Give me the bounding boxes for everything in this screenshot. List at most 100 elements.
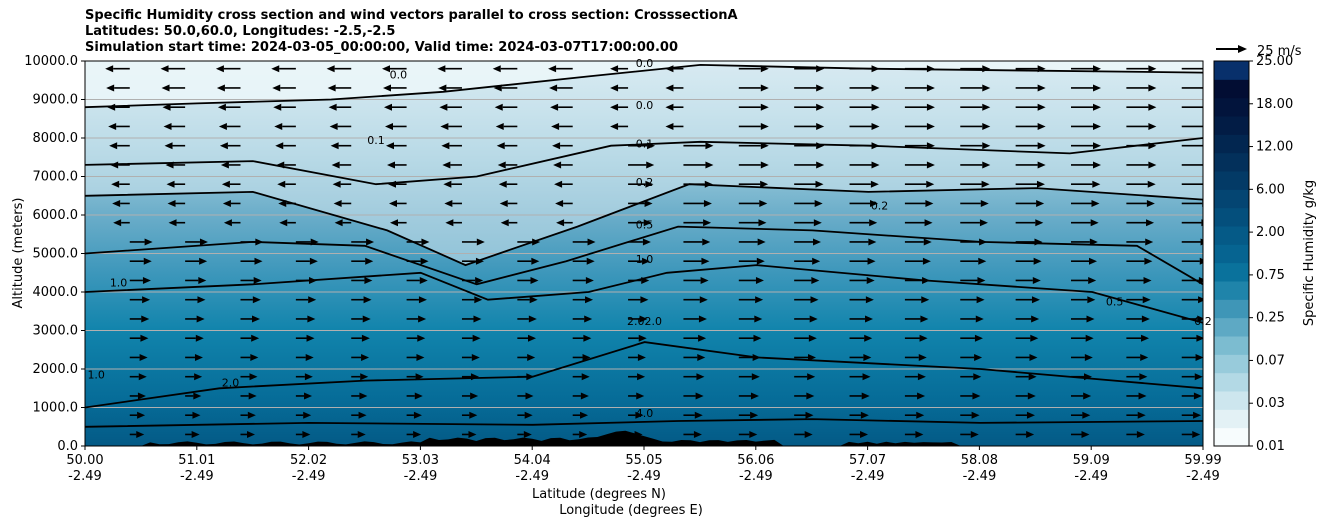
wind-vector-head [665,103,674,111]
colorbar-tick-label: 0.25 [1256,311,1285,326]
wind-vector-head [1093,161,1102,169]
wind-vector-head [472,334,481,342]
wind-vector-head [580,411,589,419]
wind-vector-head [1147,180,1156,188]
wind-vector-head [816,65,825,73]
wind-vector-head [198,276,207,284]
wind-vector-head [980,199,989,207]
wind-vector-head [583,334,592,342]
wind-vector-head [141,315,150,323]
colorbar-segment [1214,299,1249,319]
wind-vector-head [917,392,926,400]
wind-vector-head [1193,411,1202,419]
wind-vector-head [647,142,656,150]
wind-vector-head [1093,84,1102,92]
x-tick-label-latitude: 52.02 [290,453,327,468]
wind-vector-head [492,65,501,73]
wind-vector-head [643,219,652,227]
wind-vector-head [699,296,708,304]
x-tick-label-longitude: -2.49 [515,469,549,484]
wind-vector-head [610,122,619,130]
wind-vector-head [417,334,426,342]
wind-vector-head [252,296,261,304]
wind-vector-head [110,161,119,169]
colorbar-tick-label: 2.00 [1256,225,1285,240]
wind-vector-head [871,84,880,92]
wind-vector-head [389,219,398,227]
wind-vector-head [361,353,370,361]
wind-vector-head [166,180,175,188]
wind-vector-head [305,353,314,361]
x-tick-label-longitude: -2.49 [739,469,773,484]
wind-vector-head [759,199,768,207]
wind-vector-head [1031,315,1040,323]
wind-vector-head [1139,373,1148,381]
wind-vector-head [925,199,934,207]
wind-vector-head [1204,84,1212,91]
wind-vector-head [255,238,264,246]
wind-vector-head [926,84,935,92]
wind-vector-head [1027,392,1036,400]
wind-vector-head [387,180,396,188]
wind-vector-head [330,142,339,150]
wind-vector-head [107,103,116,111]
wind-vector-head [192,411,201,419]
colorbar-segment [1214,391,1249,410]
wind-vector-head [924,219,933,227]
wind-vector-head [917,373,926,381]
wind-vector-head [475,257,484,265]
colorbar-segment [1214,427,1249,447]
wind-vector-head [1148,161,1157,169]
wind-vector-head [1141,334,1150,342]
wind-vector-head [1026,411,1035,419]
wind-vector-head [1145,238,1154,246]
wind-vector-head [440,122,449,130]
wind-vector-head [495,122,504,130]
colorbar-segment [1214,134,1249,154]
wind-vector-head [808,353,817,361]
wind-vector-head [531,257,540,265]
colorbar-tick-label: 6.00 [1256,182,1285,197]
wind-vector-head [1204,161,1212,168]
colorbar-segment [1214,372,1249,392]
colorbar-label: Specific Humidity g/kg [1302,180,1317,326]
colorbar-segment [1214,116,1249,135]
wind-vector-head [250,353,259,361]
wind-vector-head [554,180,563,188]
wind-vector-head [870,180,879,188]
wind-vector-head [805,411,814,419]
wind-vector-head [191,430,200,438]
wind-vector-head [982,142,991,150]
wind-vector-head [326,65,335,73]
wind-vector-head [1037,142,1046,150]
wind-vector-head [760,103,769,111]
wind-vector-head [254,257,263,265]
wind-vector-head [421,238,430,246]
wind-vector-head [584,315,593,323]
x-tick-label-longitude: -2.49 [1186,469,1220,484]
wind-vector-head [272,84,281,92]
wind-vector-head [971,411,980,419]
wind-vector-head [329,122,338,130]
wind-vector-head [247,411,256,419]
wind-vector-head [918,353,927,361]
wind-vector-head [415,373,424,381]
wind-vector-head [1082,411,1091,419]
contour-label: 0.0 [390,68,408,81]
wind-vector-head [416,353,425,361]
wind-vector-head [1148,122,1157,130]
wind-vector-head [760,122,769,130]
wind-vector-head [698,315,707,323]
wind-vector-head [915,430,924,438]
wind-vector-head [1089,257,1098,265]
wind-vector-head [863,353,872,361]
wind-vector-head [137,411,146,419]
wind-vector-head [1090,219,1099,227]
y-tick-label: 5000.0 [33,247,79,262]
wind-vector-head [1195,353,1203,361]
wind-vector-head [755,276,764,284]
wind-vector-head [136,430,145,438]
wind-vector-head [1092,180,1101,188]
very-dry-region-fill [85,61,1203,108]
wind-vector-head [162,103,171,111]
